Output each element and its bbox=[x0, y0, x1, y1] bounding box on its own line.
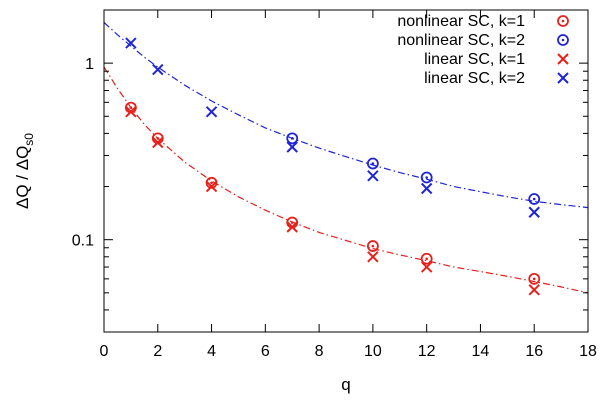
legend-marker-ring bbox=[557, 34, 569, 46]
data-point-dot bbox=[425, 257, 428, 261]
data-point-ring bbox=[286, 132, 299, 145]
data-point-dot bbox=[129, 106, 133, 109]
legend-label: nonlinear SC, k=1 bbox=[397, 13, 525, 30]
fit-line bbox=[103, 22, 589, 209]
data-point bbox=[286, 132, 299, 145]
legend-label: linear SC, k=1 bbox=[424, 51, 525, 68]
data-point bbox=[528, 284, 540, 296]
data-point bbox=[366, 157, 379, 170]
legend-label: nonlinear SC, k=2 bbox=[397, 32, 525, 49]
data-point-dot bbox=[532, 197, 536, 201]
data-point bbox=[366, 240, 379, 252]
y-axis-label-subscript: s0 bbox=[22, 133, 36, 146]
data-point bbox=[205, 106, 218, 118]
data-point bbox=[420, 171, 433, 184]
data-point-stroke bbox=[286, 141, 298, 153]
x-tick-label: 2 bbox=[153, 343, 162, 360]
x-tick-label: 18 bbox=[579, 343, 597, 360]
axis-ticks bbox=[104, 10, 588, 332]
data-point-dot bbox=[371, 244, 375, 248]
data-point-ring bbox=[420, 252, 433, 265]
data-point-stroke bbox=[286, 221, 298, 233]
data-point bbox=[286, 141, 298, 153]
data-point bbox=[286, 221, 298, 233]
data-point-dot bbox=[290, 221, 294, 224]
data-point bbox=[420, 261, 433, 273]
data-point-stroke bbox=[528, 284, 540, 296]
data-point-ring bbox=[528, 193, 541, 205]
data-point-stroke bbox=[125, 37, 137, 49]
data-point bbox=[125, 37, 137, 49]
data-point-stroke bbox=[367, 170, 379, 182]
data-point-stroke bbox=[367, 251, 379, 263]
y-axis-label: ΔQ / ΔQs0 bbox=[13, 133, 36, 209]
data-point-dot bbox=[532, 277, 536, 281]
legend-marker bbox=[557, 34, 569, 46]
x-tick-label: 12 bbox=[418, 343, 436, 360]
data-point bbox=[125, 106, 137, 118]
data-point bbox=[528, 272, 541, 285]
plot-frame bbox=[103, 9, 589, 333]
legend-marker-dot bbox=[561, 19, 565, 23]
x-tick-label: 8 bbox=[315, 343, 324, 360]
x-tick-label: 10 bbox=[364, 343, 382, 360]
legend-marker-stroke bbox=[557, 72, 569, 84]
data-point bbox=[420, 252, 433, 265]
legend-marker-dot bbox=[561, 38, 565, 42]
data-point-dot bbox=[371, 162, 375, 165]
data-point-ring bbox=[366, 240, 379, 252]
data-point-stroke bbox=[152, 63, 164, 76]
data-point-stroke bbox=[420, 261, 433, 273]
legend-marker bbox=[557, 72, 569, 84]
data-point-stroke bbox=[205, 180, 218, 193]
data-markers bbox=[124, 37, 541, 296]
data-point-ring bbox=[420, 171, 433, 184]
legend-marker-ring bbox=[557, 15, 569, 27]
data-point-dot bbox=[156, 137, 160, 140]
data-point bbox=[528, 206, 540, 218]
data-point bbox=[205, 180, 218, 193]
x-tick-label: 16 bbox=[525, 343, 543, 360]
legend-marker-stroke bbox=[557, 53, 569, 65]
data-point bbox=[152, 63, 164, 76]
legend-marker bbox=[557, 15, 569, 27]
data-point-stroke bbox=[420, 182, 433, 195]
data-point-dot bbox=[425, 176, 428, 179]
data-point bbox=[367, 170, 379, 182]
x-tick-label: 14 bbox=[472, 343, 490, 360]
data-point-dot bbox=[210, 181, 213, 185]
x-axis-label: q bbox=[341, 375, 350, 394]
fit-lines bbox=[103, 22, 589, 294]
data-point-ring bbox=[528, 272, 541, 285]
legend: nonlinear SC, k=1 nonlinear SC, k=2 linear… bbox=[397, 13, 569, 87]
x-tick-label: 4 bbox=[207, 343, 216, 360]
data-point-stroke bbox=[125, 106, 137, 118]
data-point-stroke bbox=[152, 136, 164, 149]
x-tick-label: 6 bbox=[261, 343, 270, 360]
x-tick-label: 0 bbox=[100, 343, 109, 360]
data-point-stroke bbox=[528, 206, 540, 218]
data-point bbox=[420, 182, 433, 195]
y-tick-label: 0.1 bbox=[72, 233, 94, 250]
data-point-dot bbox=[290, 137, 294, 140]
legend-marker bbox=[557, 53, 569, 65]
data-point bbox=[528, 193, 541, 205]
data-point bbox=[152, 136, 164, 149]
fit-line bbox=[103, 66, 589, 294]
y-axis-label-main: ΔQ / ΔQ bbox=[13, 146, 32, 209]
y-tick-label: 1 bbox=[85, 56, 94, 73]
data-point bbox=[367, 251, 379, 263]
data-point-ring bbox=[366, 157, 379, 170]
legend-label: linear SC, k=2 bbox=[424, 70, 525, 87]
axis-tick-labels: 0 2 4 6 8 10 12 14 16 18 0.1 1 bbox=[72, 56, 597, 360]
data-point-stroke bbox=[205, 106, 218, 118]
